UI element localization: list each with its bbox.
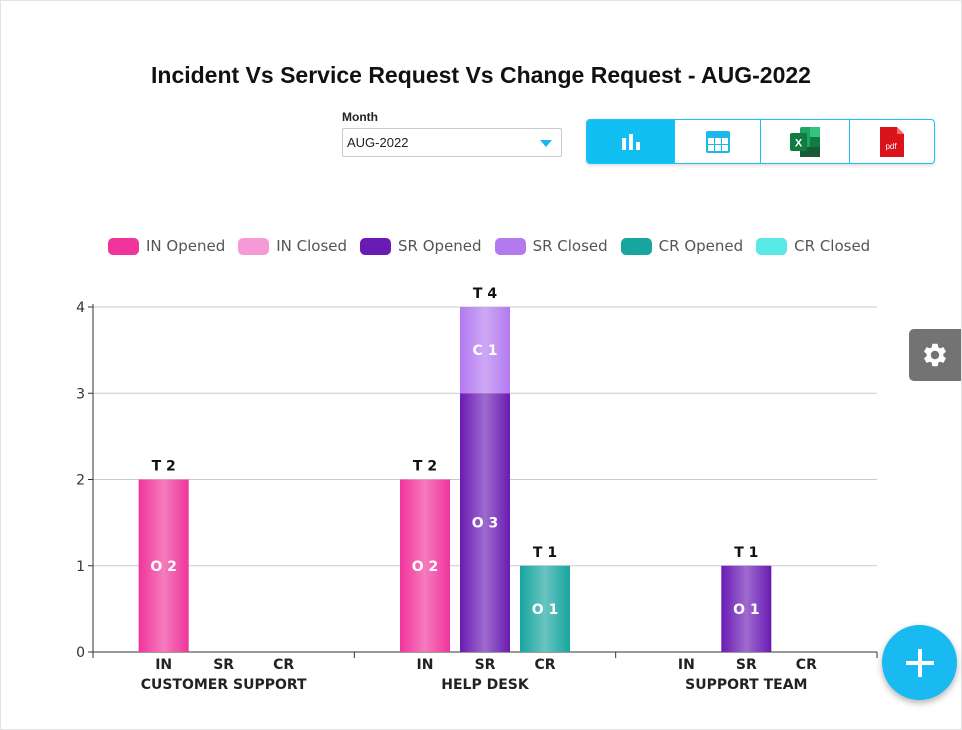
view-toggle-group: X pdf	[586, 119, 935, 164]
legend-swatch	[494, 237, 526, 255]
legend-swatch	[620, 237, 652, 255]
legend-item[interactable]: CR Opened	[620, 237, 744, 255]
y-tick-label: 4	[76, 300, 85, 316]
legend-item[interactable]: SR Closed	[494, 237, 608, 255]
pdf-icon: pdf	[879, 126, 904, 157]
segment-value-label: O 1	[733, 602, 760, 618]
legend-item[interactable]: SR Opened	[360, 237, 482, 255]
legend-label: CR Closed	[794, 237, 871, 255]
pdf-export-button[interactable]: pdf	[850, 120, 934, 163]
legend-label: IN Opened	[146, 237, 226, 255]
x-subcategory-label: SR	[213, 657, 234, 673]
total-value-label: T 2	[413, 459, 437, 475]
bar-highlight	[721, 565, 772, 652]
x-group-label: SUPPORT TEAM	[685, 677, 807, 693]
total-value-label: T 1	[734, 545, 758, 561]
month-label: Month	[342, 110, 378, 124]
table-view-button[interactable]	[675, 120, 762, 163]
month-value: AUG-2022	[347, 135, 409, 150]
x-group-label: HELP DESK	[441, 677, 530, 693]
bar-highlight	[400, 479, 450, 652]
x-subcategory-label: SR	[736, 657, 757, 673]
legend-item[interactable]: IN Opened	[108, 237, 225, 255]
excel-export-button[interactable]: X	[761, 120, 850, 163]
legend-label: SR Closed	[532, 237, 608, 255]
y-tick-label: 3	[76, 386, 85, 402]
svg-text:X: X	[795, 137, 803, 149]
legend-swatch	[238, 237, 270, 255]
pdf-icon-text: pdf	[885, 142, 897, 151]
x-subcategory-label: CR	[273, 657, 294, 673]
settings-button[interactable]	[909, 329, 961, 381]
segment-value-label: O 1	[532, 602, 559, 618]
gear-icon	[924, 343, 946, 367]
table-icon	[705, 130, 730, 153]
month-select[interactable]: AUG-2022	[342, 128, 562, 157]
total-value-label: T 1	[533, 545, 557, 561]
y-tick-label: 1	[76, 559, 85, 575]
bar-chart-icon	[621, 133, 640, 150]
legend-item[interactable]: IN Closed	[238, 237, 347, 255]
legend-swatch	[360, 237, 392, 255]
x-subcategory-label: IN	[678, 657, 695, 673]
y-tick-label: 2	[76, 473, 85, 489]
chart-title: Incident Vs Service Request Vs Change Re…	[151, 62, 811, 88]
x-subcategory-label: CR	[534, 657, 555, 673]
x-subcategory-label: SR	[475, 657, 496, 673]
x-subcategory-label: IN	[155, 657, 172, 673]
segment-value-label: O 2	[412, 559, 439, 575]
segment-value-label: C 1	[473, 343, 498, 359]
bar-highlight	[138, 479, 189, 652]
plus-icon	[905, 648, 934, 677]
x-group-label: CUSTOMER SUPPORT	[141, 677, 307, 693]
total-value-label: T 2	[152, 459, 176, 475]
legend-label: IN Closed	[276, 237, 348, 255]
chart-view-button[interactable]	[587, 120, 676, 163]
legend-item[interactable]: CR Closed	[756, 237, 870, 255]
legend-label: CR Opened	[658, 237, 744, 255]
add-button[interactable]	[882, 625, 957, 700]
segment-value-label: O 2	[150, 559, 177, 575]
bar-highlight	[460, 393, 510, 652]
legend-swatch	[108, 237, 139, 255]
legend-label: SR Opened	[398, 237, 482, 255]
segment-value-label: O 3	[472, 516, 499, 532]
caret-down-icon	[540, 140, 552, 147]
x-subcategory-label: CR	[796, 657, 817, 673]
x-subcategory-label: IN	[417, 657, 434, 673]
bar-highlight	[520, 565, 570, 652]
legend-swatch	[756, 237, 788, 255]
total-value-label: T 4	[473, 286, 497, 302]
y-tick-label: 0	[76, 645, 85, 661]
chart-legend: IN Opened IN Closed SR Opened SR Closed CR O…	[108, 236, 883, 256]
bar-highlight	[460, 307, 510, 394]
excel-icon: X	[790, 126, 821, 157]
